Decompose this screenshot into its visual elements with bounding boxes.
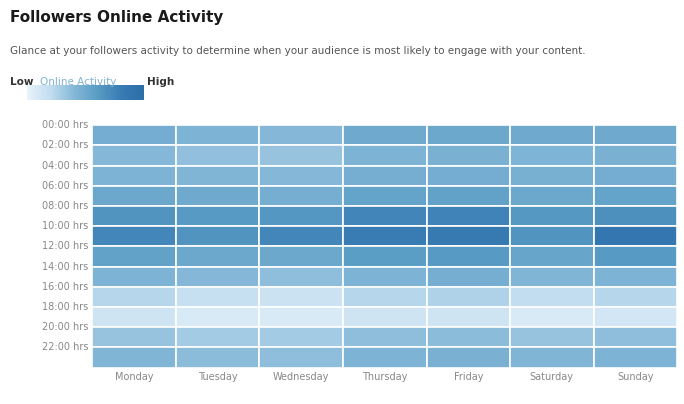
Bar [427, 287, 510, 307]
Bar [176, 226, 259, 246]
Bar [343, 327, 427, 347]
Text: Online Activity: Online Activity [40, 78, 117, 87]
Bar [92, 186, 176, 206]
Bar [343, 125, 427, 145]
Bar [594, 246, 677, 267]
Bar [259, 327, 343, 347]
Bar [594, 186, 677, 206]
Bar [343, 226, 427, 246]
Bar [176, 287, 259, 307]
Bar [594, 307, 677, 327]
Bar [259, 145, 343, 166]
Bar [594, 347, 677, 368]
Bar [176, 307, 259, 327]
Bar [510, 206, 594, 226]
Bar [594, 327, 677, 347]
Bar [92, 226, 176, 246]
Bar [510, 145, 594, 166]
Bar [176, 145, 259, 166]
Text: High: High [147, 78, 174, 87]
Bar [594, 206, 677, 226]
Bar [259, 246, 343, 267]
Bar [427, 166, 510, 186]
Bar [259, 307, 343, 327]
Bar [92, 307, 176, 327]
Bar [259, 226, 343, 246]
Bar [343, 166, 427, 186]
Bar [594, 125, 677, 145]
Bar [259, 287, 343, 307]
Bar [92, 287, 176, 307]
Bar [92, 246, 176, 267]
Bar [427, 307, 510, 327]
Bar [427, 226, 510, 246]
Bar [510, 267, 594, 287]
Bar [92, 145, 176, 166]
Bar [343, 206, 427, 226]
Bar [259, 186, 343, 206]
Bar [427, 246, 510, 267]
Bar [259, 267, 343, 287]
Bar [427, 125, 510, 145]
Bar [176, 125, 259, 145]
Bar [176, 246, 259, 267]
Bar [594, 287, 677, 307]
Bar [176, 206, 259, 226]
Bar [259, 166, 343, 186]
Bar [427, 267, 510, 287]
Bar [510, 347, 594, 368]
Bar [259, 125, 343, 145]
Bar [259, 206, 343, 226]
Bar [259, 347, 343, 368]
Bar [176, 327, 259, 347]
Bar [510, 327, 594, 347]
Bar [176, 267, 259, 287]
Bar [176, 186, 259, 206]
Bar [92, 125, 176, 145]
Bar [594, 226, 677, 246]
Bar [343, 267, 427, 287]
Bar [92, 206, 176, 226]
Bar [427, 206, 510, 226]
Text: Low: Low [10, 78, 34, 87]
Bar [343, 145, 427, 166]
Bar [594, 267, 677, 287]
Bar [510, 226, 594, 246]
Bar [92, 327, 176, 347]
Text: Followers Online Activity: Followers Online Activity [10, 10, 224, 25]
Bar [343, 347, 427, 368]
Bar [176, 166, 259, 186]
Bar [510, 186, 594, 206]
Bar [92, 347, 176, 368]
Bar [427, 327, 510, 347]
Bar [343, 307, 427, 327]
Bar [510, 287, 594, 307]
Bar [343, 246, 427, 267]
Bar [510, 307, 594, 327]
Bar [427, 186, 510, 206]
Bar [92, 166, 176, 186]
Bar [427, 347, 510, 368]
Bar [510, 166, 594, 186]
Text: Glance at your followers activity to determine when your audience is most likely: Glance at your followers activity to det… [10, 46, 586, 57]
Bar [427, 145, 510, 166]
Bar [510, 246, 594, 267]
Bar [343, 186, 427, 206]
Bar [594, 145, 677, 166]
Bar [594, 166, 677, 186]
Bar [92, 267, 176, 287]
Bar [176, 347, 259, 368]
Bar [343, 287, 427, 307]
Bar [510, 125, 594, 145]
